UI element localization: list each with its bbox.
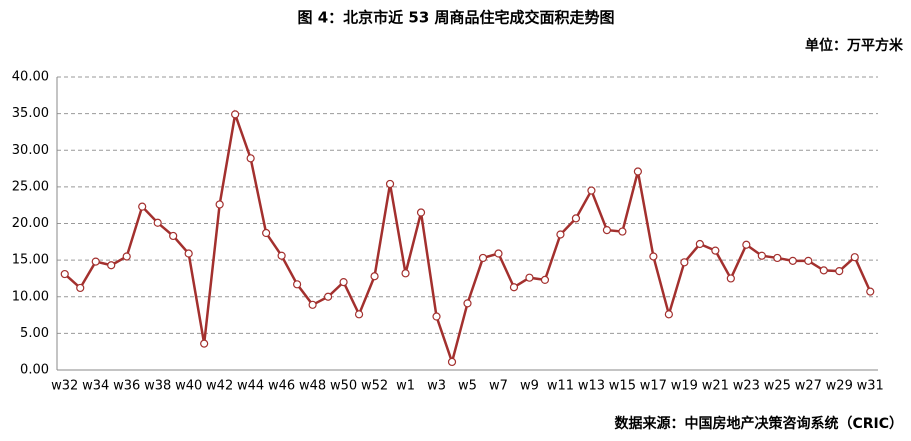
y-tick-label: 10.00 [12,289,49,304]
point [416,208,426,217]
x-tick-label: w23 [733,379,760,394]
point [76,283,85,293]
point [215,200,224,209]
point [804,256,813,265]
point [711,246,720,255]
point [138,202,147,211]
y-tick-label: 5.00 [20,326,49,341]
x-tick-label: w42 [206,379,233,394]
x-tick-label: w38 [144,379,171,394]
x-tick-label: w27 [795,379,822,394]
point [122,252,131,261]
point [463,299,472,308]
point [370,272,379,281]
point [618,227,627,236]
x-tick-label: w19 [671,379,698,394]
x-tick-label: w3 [427,379,446,394]
point [633,167,642,176]
point [819,266,828,275]
point [664,310,673,319]
x-tick-label: w29 [826,379,853,394]
x-tick-label: w32 [51,379,78,394]
line-series [63,109,872,367]
point [293,280,302,289]
point [447,357,457,367]
x-tick-label: w7 [489,379,508,394]
x-tick-label: w52 [361,379,388,394]
point [757,251,766,260]
point [835,267,844,276]
unit-label: 单位：万平方米 [805,37,904,54]
y-tick-label: 30.00 [12,143,49,158]
x-tick-label: w36 [113,379,140,394]
point [494,249,503,258]
point [742,240,751,249]
point [354,310,364,319]
point [695,239,704,249]
point [587,186,596,195]
point [649,252,658,261]
point [680,258,689,267]
y-tick-label: 20.00 [12,216,49,231]
x-tick-label: w25 [764,379,791,394]
point [850,253,859,262]
point [602,225,612,235]
point [246,154,255,163]
point [432,312,441,321]
x-tick-label: w34 [82,379,109,394]
point [60,269,69,279]
x-tick-label: w44 [237,379,264,394]
x-tick-label: w5 [458,379,477,394]
x-tick-label: w31 [857,379,884,394]
point [231,110,240,119]
x-tick-label: w46 [268,379,295,394]
x-tick-label: w40 [175,379,202,394]
point [200,339,209,348]
point [866,287,875,296]
point [401,269,410,278]
y-tick-label: 15.00 [12,253,49,268]
point [153,218,162,227]
point [540,275,550,285]
point [169,231,178,241]
point [726,274,735,283]
y-tick-label: 40.00 [12,70,49,85]
y-tick-label: 25.00 [12,179,49,194]
x-tick-label: w9 [520,379,539,394]
point [509,283,519,292]
point [385,179,395,189]
point [277,251,286,260]
x-tick-label: w15 [609,379,636,394]
point [323,292,333,301]
x-tick-label: w17 [640,379,667,394]
point [339,278,348,287]
y-tick-label: 0.00 [20,363,49,378]
point [262,228,271,238]
point [91,257,100,266]
point [556,230,565,239]
x-tick-label: w13 [578,379,605,394]
x-tick-label: w1 [396,379,415,394]
point [773,253,782,263]
x-tick-label: w11 [547,379,574,394]
point [308,300,317,309]
chart-title: 图 4：北京市近 53 周商品住宅成交面积走势图 [298,9,615,27]
point [571,214,581,223]
point [184,249,193,258]
point [107,261,116,270]
y-tick-label: 35.00 [12,106,49,121]
point [788,256,797,265]
source: 数据来源：中国房地产决策咨询系统（CRIC） [614,415,903,432]
point [478,253,488,263]
x-tick-label: w50 [330,379,357,394]
x-tick-label: w21 [702,379,729,394]
point [525,273,534,282]
x-tick-label: w48 [299,379,326,394]
